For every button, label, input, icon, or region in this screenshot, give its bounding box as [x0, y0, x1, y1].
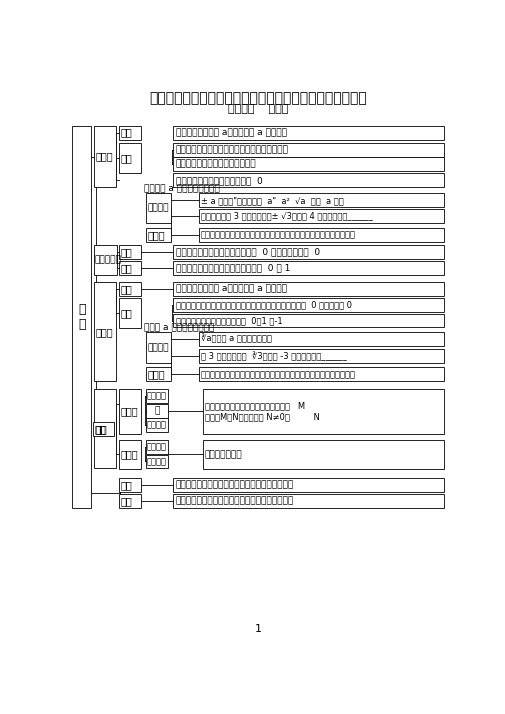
Text: 开立方: 开立方	[147, 369, 165, 379]
Text: 性质: 性质	[121, 263, 132, 273]
Text: 新浙教版七年级上册数学第三章《实数》知识点及典型例题: 新浙教版七年级上册数学第三章《实数》知识点及典型例题	[149, 91, 367, 105]
Bar	[199, 349, 444, 363]
Bar	[199, 368, 444, 381]
Text: 平方根: 平方根	[95, 151, 113, 161]
Bar	[173, 282, 444, 296]
Text: 实数的相反数、绝对值、倒数的意义与有理数一样: 实数的相反数、绝对值、倒数的意义与有理数一样	[176, 481, 294, 490]
Bar	[94, 245, 117, 275]
Text: 性质: 性质	[121, 153, 132, 163]
Bar	[199, 228, 444, 242]
Text: 熟记：平方根等于它本身的数是  0: 熟记：平方根等于它本身的数是 0	[176, 176, 262, 185]
Bar	[203, 440, 444, 469]
Bar	[146, 440, 168, 453]
Bar	[199, 332, 444, 346]
Text: 正有理数: 正有理数	[147, 391, 167, 401]
Text: 零: 零	[154, 406, 160, 415]
Text: 一个正数有一个正的立方根，一个负数有一个负的立方根，  0 的立方根是 0: 一个正数有一个正的立方根，一个负数有一个负的立方根， 0 的立方根是 0	[176, 301, 351, 310]
Text: 熟记：立方根等于它本身的数是  0、1 和-1: 熟记：立方根等于它本身的数是 0、1 和-1	[176, 316, 282, 325]
Bar	[199, 209, 444, 223]
Bar	[119, 282, 140, 296]
Text: 一个数的平方等于 a，这个数叫 a 的平方根: 一个数的平方等于 a，这个数叫 a 的平方根	[176, 128, 286, 137]
Text: ± a （读做"正、负根号  a"  a²  √a  其中  a 叫做: ± a （读做"正、负根号 a" a² √a 其中 a 叫做	[201, 196, 344, 205]
Text: 开平方: 开平方	[147, 230, 165, 240]
Bar	[119, 261, 140, 275]
Bar	[94, 282, 116, 381]
Bar	[173, 313, 444, 328]
Bar	[173, 261, 444, 275]
Text: 求一个数的平方根的运算叫做开平方，可用平方运算求一个数的平方根: 求一个数的平方根的运算叫做开平方，可用平方运算求一个数的平方根	[201, 370, 356, 379]
Bar	[94, 126, 116, 187]
Bar	[146, 368, 171, 381]
Bar	[173, 143, 444, 156]
Bar	[173, 298, 444, 312]
Text: 负无理数: 负无理数	[147, 457, 167, 466]
Bar	[173, 126, 444, 139]
Text: 算术平方根: 算术平方根	[95, 256, 122, 265]
Text: 有理数: 有理数	[121, 406, 138, 416]
Bar	[173, 174, 444, 187]
Bar	[119, 440, 140, 469]
Text: 实数: 实数	[94, 423, 106, 433]
Bar	[173, 494, 444, 508]
Text: 性质: 性质	[121, 481, 132, 491]
Text: 有限小数或无限循环小数，都可以写成   M
形式（M、N为整数，且 N≠0）         N: 有限小数或无限循环小数，都可以写成 M 形式（M、N为整数，且 N≠0） N	[205, 402, 320, 421]
Text: 零的平方根是零；负数没有平方根: 零的平方根是零；负数没有平方根	[176, 160, 256, 169]
Text: 分类: 分类	[95, 423, 108, 433]
Bar	[119, 494, 140, 508]
Bar	[146, 389, 168, 403]
Text: 性质: 性质	[121, 308, 132, 318]
Bar	[146, 228, 171, 242]
Text: 符号表示: 符号表示	[147, 343, 169, 352]
Text: 无理数: 无理数	[121, 450, 138, 460]
Bar	[119, 389, 140, 433]
Bar	[173, 478, 444, 492]
Text: 负有理数: 负有理数	[147, 421, 167, 430]
Bar	[119, 245, 140, 259]
Bar	[119, 143, 140, 173]
Bar	[146, 403, 168, 418]
Bar	[173, 157, 444, 171]
Bar	[146, 455, 168, 468]
Text: 熟记：算术平方根等于它本身的数是  0 和 1: 熟记：算术平方根等于它本身的数是 0 和 1	[176, 263, 290, 273]
Bar	[199, 193, 444, 207]
Text: 一个正数 a 的平方根表示成：: 一个正数 a 的平方根表示成：	[144, 184, 220, 193]
Text: 立方根: 立方根	[95, 327, 113, 337]
Text: 有理数的运算法则、运算律在实数范围内仍然适用: 有理数的运算法则、运算律在实数范围内仍然适用	[176, 496, 294, 506]
Bar	[119, 298, 140, 328]
Text: 无限不循环小数: 无限不循环小数	[205, 450, 242, 459]
Text: 运算: 运算	[121, 496, 132, 506]
Bar	[119, 478, 140, 492]
Bar	[146, 332, 171, 363]
Text: 定义: 定义	[121, 128, 132, 138]
Bar	[173, 245, 444, 259]
Bar	[94, 389, 116, 468]
Text: 被开方数。如 3 的平方根是：± √3，那么 4 的平方根是：______: 被开方数。如 3 的平方根是：± √3，那么 4 的平方根是：______	[201, 211, 373, 221]
Text: 1: 1	[255, 624, 262, 634]
Bar	[72, 126, 91, 508]
Bar	[92, 422, 114, 436]
Bar	[146, 418, 168, 432]
Text: 正无理数: 正无理数	[147, 442, 167, 451]
Bar	[203, 389, 444, 433]
Text: ∛a，其中 a 叫做被开方数。: ∛a，其中 a 叫做被开方数。	[201, 334, 272, 343]
Text: 定义: 定义	[121, 284, 132, 294]
Text: 知识框图    朱国林: 知识框图 朱国林	[228, 104, 289, 114]
Text: 定义: 定义	[121, 247, 132, 257]
Bar	[146, 193, 171, 223]
Text: 一个数的立方等于 a，这个数叫 a 的立方根: 一个数的立方等于 a，这个数叫 a 的立方根	[176, 284, 286, 293]
Text: 实
数: 实 数	[78, 303, 85, 331]
Text: 符号表示: 符号表示	[147, 203, 169, 213]
Text: 一个数 a 的立方根表示成：: 一个数 a 的立方根表示成：	[144, 323, 215, 332]
Text: 正数的正平方根称为算术平方根；  0 的算术平方根是  0: 正数的正平方根称为算术平方根； 0 的算术平方根是 0	[176, 248, 320, 256]
Text: 一个正数有正、负两个平方根，它们互为相反数: 一个正数有正、负两个平方根，它们互为相反数	[176, 145, 288, 154]
Bar	[119, 126, 140, 139]
Text: 求一个数的平方根的运算叫做开平方，可用平方运算求一个数的平方根: 求一个数的平方根的运算叫做开平方，可用平方运算求一个数的平方根	[201, 231, 356, 240]
Text: 如 3 的立方根是：  ∛3，那么 -3 的立方根是：______: 如 3 的立方根是： ∛3，那么 -3 的立方根是：______	[201, 351, 347, 361]
